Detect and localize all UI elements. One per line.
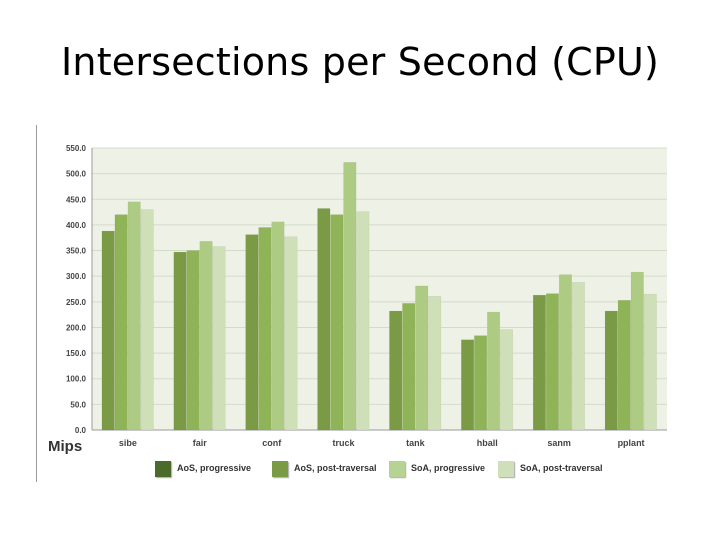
bar-sibe-3 (127, 201, 141, 431)
y-tick-label: 300.0 (66, 272, 87, 281)
bar-sanm-1 (532, 294, 546, 431)
bar-tank-3 (415, 285, 429, 431)
bar-hball-3 (487, 311, 501, 431)
bar-sibe-2 (114, 214, 128, 431)
y-tick-label: 450.0 (66, 195, 87, 204)
bar-pplant-1 (604, 310, 618, 431)
bar-sanm-3 (558, 274, 572, 431)
bar-conf-3 (271, 221, 285, 431)
bar-fair-1 (173, 251, 187, 431)
legend-label-aos-post-traversal: AoS, post-traversal (294, 463, 377, 473)
bar-hball-4 (500, 329, 514, 431)
bar-pplant-3 (630, 271, 644, 431)
bar-tank-4 (428, 295, 442, 431)
bar-hball-2 (474, 335, 488, 431)
chart-legend: AoS, progressive AoS, post-traversal SoA… (155, 460, 615, 480)
y-tick-label: 500.0 (66, 170, 87, 179)
x-tick-label: truck (333, 438, 356, 448)
left-divider-line (36, 125, 37, 482)
x-tick-label: fair (193, 438, 208, 448)
bar-tank-2 (402, 303, 416, 431)
bar-pplant-4 (643, 293, 657, 431)
y-tick-label: 400.0 (66, 221, 87, 230)
bar-conf-2 (258, 227, 272, 431)
y-tick-label: 0.0 (75, 426, 87, 435)
x-tick-label: sibe (119, 438, 137, 448)
y-tick-label: 200.0 (66, 323, 87, 332)
x-tick-label: hball (477, 438, 498, 448)
x-tick-label: tank (406, 438, 426, 448)
x-tick-label: sanm (547, 438, 571, 448)
bar-truck-3 (343, 162, 357, 431)
bar-pplant-2 (617, 300, 631, 431)
bar-truck-1 (317, 208, 331, 431)
bar-hball-1 (461, 339, 475, 431)
bar-fair-3 (199, 241, 213, 431)
bar-tank-1 (389, 310, 403, 431)
legend-label-soa-progressive: SoA, progressive (411, 463, 486, 473)
bar-fair-2 (186, 250, 200, 431)
bar-fair-4 (212, 246, 226, 431)
bar-truck-2 (330, 214, 344, 431)
legend-swatch-aos-post-traversal (272, 461, 288, 477)
bar-conf-1 (245, 234, 259, 431)
legend-label-aos-progressive: AoS, progressive (177, 463, 252, 473)
bar-sibe-1 (101, 230, 115, 431)
legend-label-soa-post-traversal: SoA, post-traversal (520, 463, 603, 473)
bar-truck-4 (356, 211, 370, 431)
legend-swatch-soa-post-traversal (498, 461, 514, 477)
y-tick-label: 550.0 (66, 144, 87, 153)
legend-swatch-soa-progressive (389, 461, 405, 477)
slide-title: Intersections per Second (CPU) (61, 40, 659, 84)
legend-swatch-aos-progressive (155, 461, 171, 477)
x-tick-label: conf (262, 438, 282, 448)
y-tick-label: 150.0 (66, 349, 87, 358)
bar-sanm-2 (545, 293, 559, 431)
bar-sanm-4 (571, 282, 585, 431)
bar-conf-4 (284, 236, 298, 431)
y-axis-unit-label: Mips (48, 438, 83, 455)
y-tick-label: 350.0 (66, 247, 87, 256)
y-tick-label: 250.0 (66, 298, 87, 307)
x-tick-label: pplant (618, 438, 645, 448)
y-tick-label: 50.0 (70, 400, 86, 409)
bar-sibe-4 (140, 209, 154, 431)
y-tick-label: 100.0 (66, 375, 87, 384)
